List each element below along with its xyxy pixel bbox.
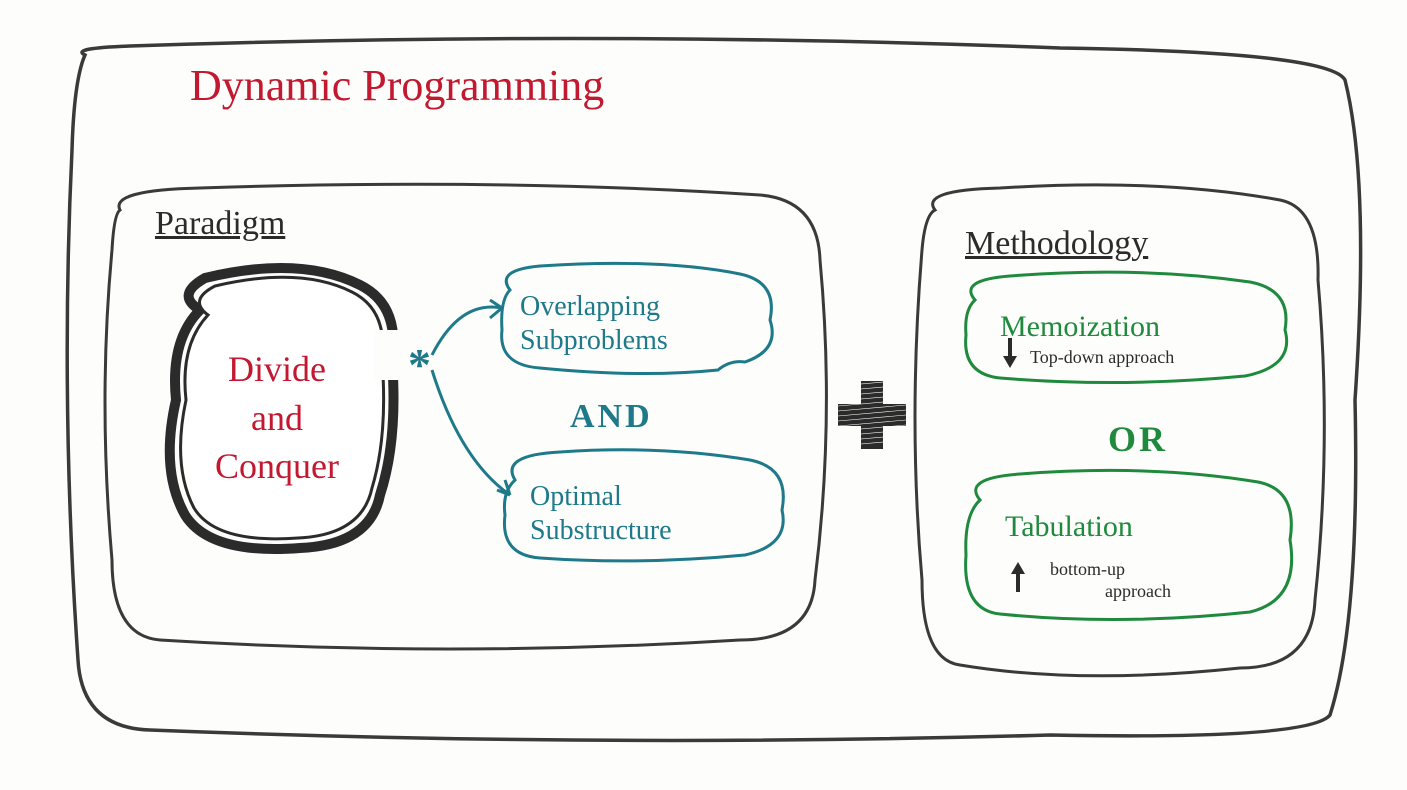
divide-line: Conquer bbox=[215, 442, 339, 491]
divide-line: and bbox=[215, 394, 339, 443]
paradigm-label: Paradigm bbox=[155, 205, 285, 242]
overlapping-text: OverlappingSubproblems bbox=[520, 290, 668, 357]
memoization-subtitle: Top-down approach bbox=[1030, 348, 1174, 368]
diagram-svg bbox=[0, 0, 1407, 790]
optimal-line: Optimal bbox=[530, 480, 672, 514]
tabulation-title: Tabulation bbox=[1005, 510, 1133, 543]
arrow-to-overlapping-head bbox=[490, 300, 502, 318]
overlapping-line: Subproblems bbox=[520, 324, 668, 358]
divide-line: Divide bbox=[215, 345, 339, 394]
page-title: Dynamic Programming bbox=[190, 62, 604, 110]
up-arrow-icon bbox=[1011, 562, 1025, 592]
memoization-title: Memoization bbox=[1000, 310, 1160, 343]
optimal-line: Substructure bbox=[530, 514, 672, 548]
or-label: OR bbox=[1108, 420, 1168, 460]
and-label: AND bbox=[570, 398, 653, 435]
arrow-to-overlapping bbox=[432, 307, 502, 355]
tabulation-sub1: bottom-up bbox=[1050, 560, 1125, 580]
paradigm-border bbox=[105, 184, 826, 649]
asterisk-icon: * bbox=[408, 340, 431, 391]
optimal-text: OptimalSubstructure bbox=[530, 480, 672, 547]
plus-icon bbox=[838, 375, 906, 449]
overlapping-line: Overlapping bbox=[520, 290, 668, 324]
arrow-to-optimal bbox=[432, 370, 510, 495]
arrow-to-optimal-head bbox=[497, 480, 510, 495]
tabulation-sub2: approach bbox=[1105, 582, 1171, 602]
methodology-label: Methodology bbox=[965, 225, 1148, 262]
divide-conquer-text: DivideandConquer bbox=[215, 345, 339, 491]
divide-bubble-gap bbox=[374, 330, 410, 380]
